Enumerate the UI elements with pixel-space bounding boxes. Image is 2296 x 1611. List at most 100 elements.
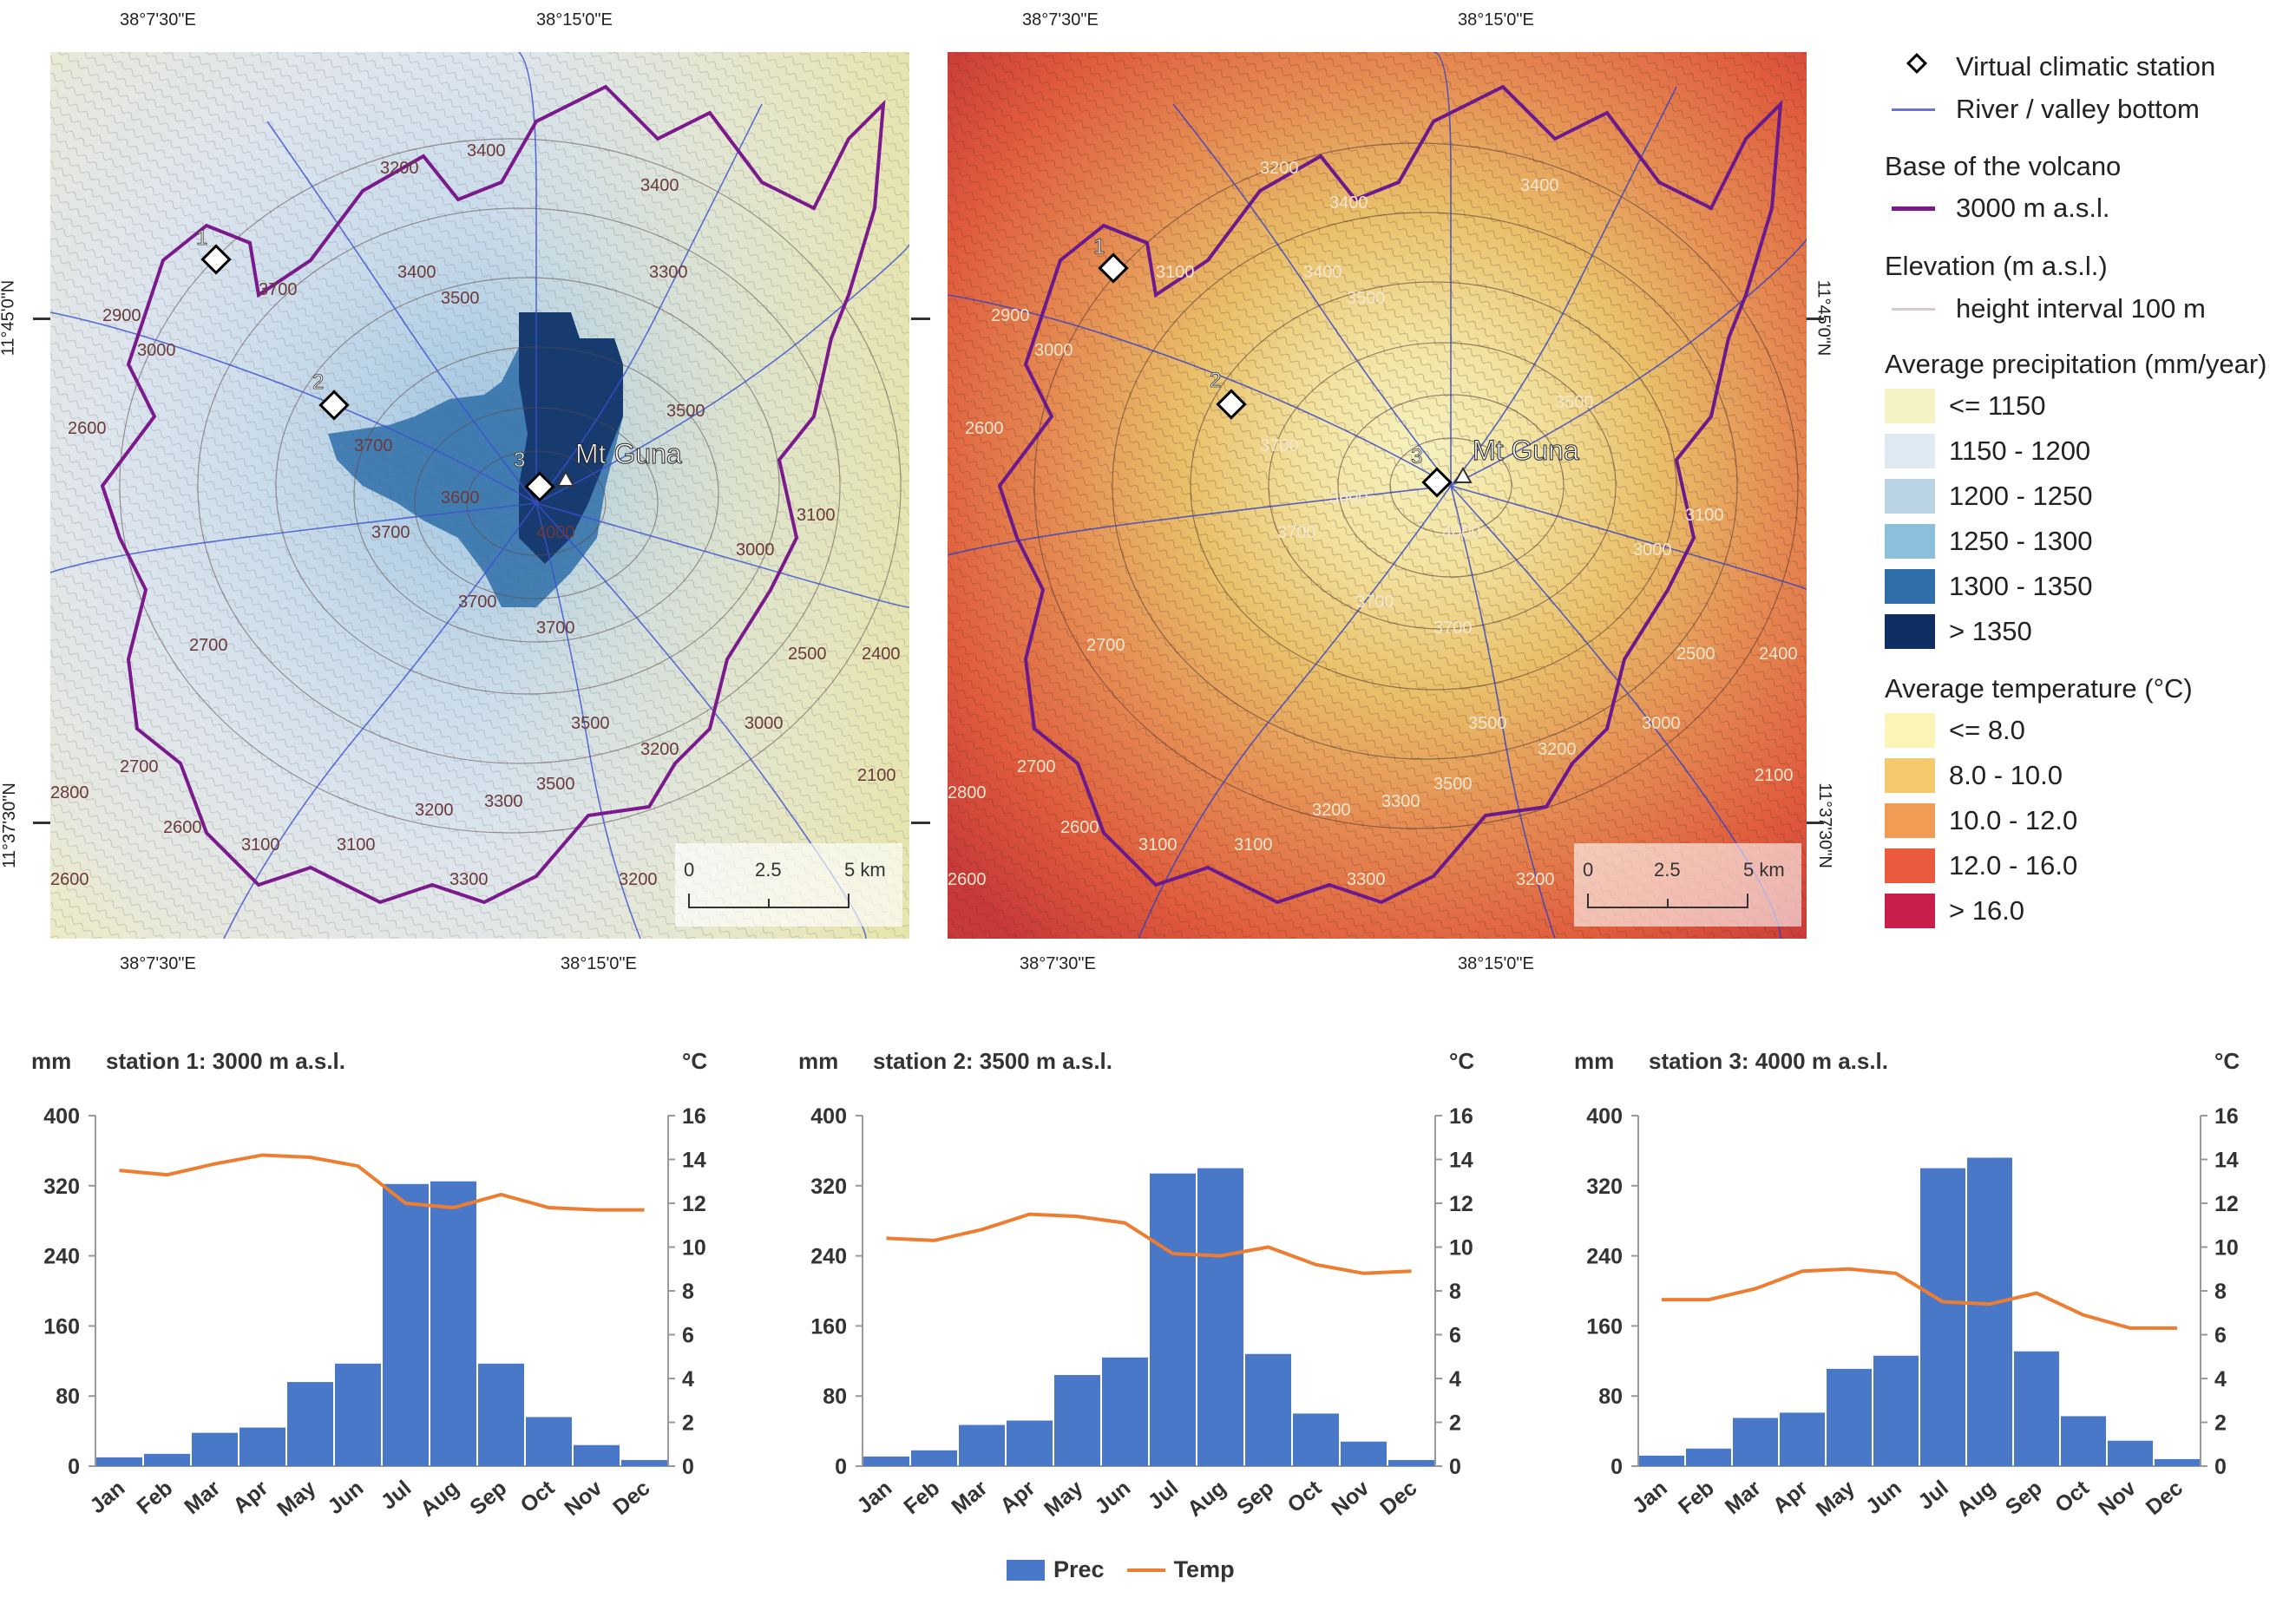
y2-tick-label: 10 — [1449, 1236, 1473, 1261]
diamond-icon — [1892, 50, 1942, 83]
contour-lines — [1033, 142, 1799, 829]
contour-label: 3400 — [467, 141, 506, 160]
station-3-marker[interactable] — [524, 471, 555, 502]
y2-tick-label: 16 — [682, 1104, 706, 1129]
station-3-label: 3 — [1411, 445, 1422, 468]
map2-top-lon-1: 38°7'30"E — [1022, 10, 1099, 29]
contour-label: 3100 — [337, 835, 376, 855]
contour-label: 3400 — [1520, 176, 1559, 195]
contour-label: 2700 — [120, 757, 159, 776]
x-tick-label: Jan — [1628, 1476, 1672, 1518]
legend-temp-head: Average temperature (°C) — [1885, 673, 2193, 704]
y2-tick-label: 8 — [2214, 1280, 2227, 1304]
temp-line — [119, 1153, 645, 1212]
contour-label: 3300 — [484, 792, 523, 811]
x-tick-label: Jan — [85, 1476, 129, 1518]
prec-bar — [863, 1456, 909, 1466]
peak-label: Mt Guna — [575, 438, 682, 469]
station-1-marker[interactable] — [200, 244, 232, 275]
contour-label: 2500 — [788, 645, 827, 664]
x-tick-label: Dec — [608, 1476, 654, 1520]
precip-legend-item: > 1350 — [1885, 614, 2032, 649]
station-1-label: 1 — [1093, 235, 1105, 259]
legend-elev-head: Elevation (m a.s.l.) — [1885, 251, 2108, 281]
y2-tick-label: 2 — [2214, 1411, 2227, 1436]
hillshade — [948, 52, 1807, 939]
contour-label: 2900 — [991, 306, 1030, 325]
precip-swatch — [1885, 389, 1935, 423]
contour-label: 3300 — [1381, 792, 1420, 811]
contour-label: 3500 — [1347, 289, 1386, 308]
contour-label: 3700 — [1260, 436, 1299, 455]
temp-line-swatch — [1126, 1568, 1165, 1572]
y-tick-label: 400 — [1586, 1104, 1623, 1129]
temp-swatch — [1885, 713, 1935, 748]
y2-tick-label: 12 — [1449, 1192, 1473, 1216]
x-tick-label: May — [1040, 1476, 1087, 1522]
precip-legend-label: > 1350 — [1949, 616, 2032, 646]
contour-label: 2600 — [1060, 818, 1099, 837]
chart-legend: Prec Temp — [1007, 1556, 1235, 1583]
station-2-marker[interactable] — [1216, 389, 1247, 420]
y-tick-label: 240 — [810, 1245, 847, 1269]
contour-label: 3100 — [241, 835, 280, 855]
precip-swatch — [1885, 569, 1935, 604]
x-tick-label: Sep — [1232, 1476, 1278, 1520]
x-tick-label: Dec — [2142, 1476, 2188, 1520]
legend-river-label: River / valley bottom — [1956, 94, 2200, 124]
y-tick-label: 160 — [810, 1314, 847, 1339]
scale-bar: 0 2.5 5 km — [675, 843, 902, 927]
contour-labels: 3200 3400 3400 3100 2900 3000 3400 3500 … — [948, 159, 1798, 889]
y-tick-label: 80 — [56, 1385, 80, 1409]
volcano-base-line — [100, 84, 886, 905]
precip-legend-item: 1150 - 1200 — [1885, 434, 2090, 468]
contour-label: 3200 — [640, 740, 679, 759]
prec-bar — [1293, 1413, 1339, 1466]
station-2-marker[interactable] — [318, 390, 350, 421]
prec-swatch — [1007, 1559, 1045, 1581]
scale-mid: 2.5 — [755, 859, 782, 881]
temp-legend-item: 10.0 - 12.0 — [1885, 803, 2077, 838]
y2-tick-label: 14 — [2214, 1149, 2239, 1173]
tick-mark — [911, 318, 930, 320]
y2-tick-label: 12 — [682, 1192, 706, 1216]
temp-swatch — [1885, 803, 1935, 838]
contour-label: 2600 — [965, 419, 1004, 438]
prec-bar — [1007, 1420, 1053, 1466]
temperature-map[interactable]: 3200 3400 3400 3100 2900 3000 3400 3500 … — [948, 52, 1807, 939]
left-unit-label: mm — [798, 1048, 838, 1074]
contour-label: 3000 — [1633, 540, 1672, 560]
y-tick-label: 320 — [810, 1175, 847, 1199]
contour-label: 3100 — [1138, 835, 1178, 855]
legend-prec-label: Prec — [1053, 1556, 1105, 1582]
contour-label: 2100 — [1755, 766, 1794, 785]
contour-label: 2100 — [857, 766, 896, 785]
prec-bar — [1920, 1168, 1965, 1466]
right-unit-label: °C — [682, 1048, 707, 1074]
x-tick-label: Apr — [995, 1476, 1040, 1518]
stations[interactable]: 1 2 3 — [1093, 235, 1453, 498]
prec-bar — [2155, 1458, 2200, 1466]
x-tick-label: Nov — [560, 1476, 607, 1521]
contour-label: 3200 — [1312, 801, 1351, 820]
precipitation-map[interactable]: 3200 3400 3400 3300 2900 3000 3700 3400 … — [50, 52, 909, 939]
station-1-marker[interactable] — [1098, 252, 1129, 284]
x-tick-label: May — [1812, 1476, 1860, 1522]
right-unit-label: °C — [2214, 1048, 2240, 1074]
station-3-marker[interactable] — [1421, 467, 1453, 498]
tick-mark — [33, 822, 50, 824]
contour-line-icon — [1892, 307, 1935, 311]
contour-label: 2800 — [50, 783, 89, 802]
stations[interactable]: 1 2 3 — [196, 226, 555, 502]
y2-tick-label: 14 — [682, 1149, 706, 1173]
contour-label: 3500 — [1555, 393, 1594, 412]
station-2-chart: mm station 2: 3500 m a.s.l. °C 0 80 160 240 320… — [767, 1032, 1531, 1562]
prec-bar — [192, 1432, 238, 1466]
y2-tick-label: 6 — [2214, 1324, 2227, 1348]
map1-bottom-lon-2: 38°15'0"E — [561, 954, 637, 973]
prec-bar — [1102, 1357, 1148, 1466]
x-tick-label: Jun — [1861, 1476, 1906, 1519]
contour-label: 3500 — [666, 402, 705, 421]
map1-lat-2: 11°37'30"N — [0, 783, 19, 868]
legend-temp-label: Temp — [1173, 1556, 1235, 1582]
